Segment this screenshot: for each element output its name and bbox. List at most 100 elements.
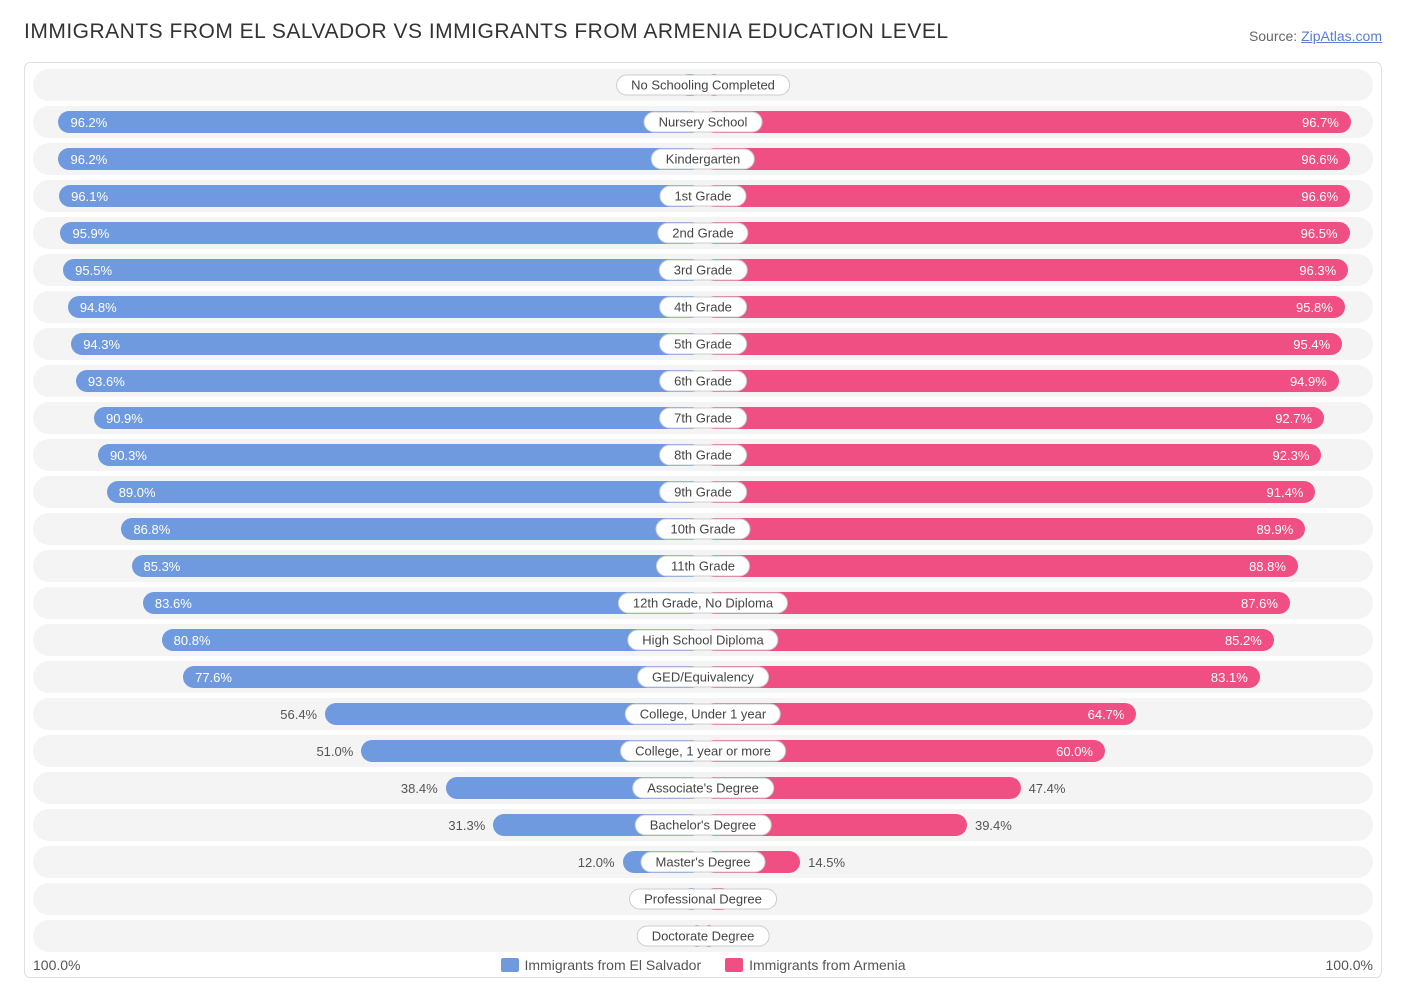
- chart-row: 95.5% 96.3% 3rd Grade: [33, 254, 1373, 286]
- bar-right: 87.6%: [703, 592, 1290, 614]
- source-link[interactable]: ZipAtlas.com: [1301, 28, 1382, 44]
- chart-row: 77.6%83.1%GED/Equivalency: [33, 661, 1373, 693]
- bar-right: 91.4%: [703, 481, 1315, 503]
- chart-row: 83.6%87.6%12th Grade, No Diploma: [33, 587, 1373, 619]
- chart-row: 3.9%3.3%No Schooling Completed: [33, 69, 1373, 101]
- axis-max-left: 100.0%: [33, 957, 80, 973]
- bar-value-right: 92.3%: [1273, 448, 1310, 463]
- bar-left: 90.3%: [98, 444, 703, 466]
- category-label: 3rd Grade: [659, 260, 748, 281]
- bar-left: 95.9%: [60, 222, 703, 244]
- bar-value-left: 93.6%: [88, 374, 125, 389]
- bar-value-left: 77.6%: [195, 670, 232, 685]
- category-label: 9th Grade: [659, 482, 747, 503]
- bar-left: 86.8%: [121, 518, 703, 540]
- bar-value-right: 96.5%: [1301, 226, 1338, 241]
- bar-value-left: 90.3%: [110, 448, 147, 463]
- chart-row: 96.2% 96.7%Nursery School: [33, 106, 1373, 138]
- bar-value-right: 88.8%: [1249, 559, 1286, 574]
- bar-left: 93.6%: [76, 370, 703, 392]
- chart-row: 89.0% 91.4% 9th Grade: [33, 476, 1373, 508]
- bar-value-right: 94.9%: [1290, 374, 1327, 389]
- legend-item-left: Immigrants from El Salvador: [501, 957, 702, 973]
- chart-row: 56.4%64.7%College, Under 1 year: [33, 698, 1373, 730]
- chart-row: 51.0%60.0%College, 1 year or more: [33, 735, 1373, 767]
- chart-row: 90.3%92.3%8th Grade: [33, 439, 1373, 471]
- category-label: College, 1 year or more: [620, 741, 786, 762]
- bar-value-right: 47.4%: [1029, 772, 1066, 804]
- bar-value-left: 94.8%: [80, 300, 117, 315]
- bar-left: 94.3%: [71, 333, 703, 355]
- chart-row: 95.9%96.5%2nd Grade: [33, 217, 1373, 249]
- category-label: 5th Grade: [659, 334, 747, 355]
- bar-value-right: 83.1%: [1211, 670, 1248, 685]
- chart-row: 90.9% 92.7% 7th Grade: [33, 402, 1373, 434]
- bar-value-left: 90.9%: [106, 411, 143, 426]
- bar-value-right: 85.2%: [1225, 633, 1262, 648]
- bar-value-right: 95.4%: [1293, 337, 1330, 352]
- bar-left: 94.8%: [68, 296, 703, 318]
- bar-right: 89.9%: [703, 518, 1305, 540]
- category-label: 12th Grade, No Diploma: [618, 593, 788, 614]
- category-label: Associate's Degree: [632, 778, 774, 799]
- category-label: 7th Grade: [659, 408, 747, 429]
- bar-left: 77.6%: [183, 666, 703, 688]
- bar-right: 96.6%: [703, 148, 1350, 170]
- bar-right: 96.7%: [703, 111, 1351, 133]
- chart-row: 1.4%1.7%Doctorate Degree: [33, 920, 1373, 952]
- bar-value-left: 51.0%: [316, 735, 353, 767]
- bar-right: 85.2%: [703, 629, 1274, 651]
- bar-value-right: 96.6%: [1301, 189, 1338, 204]
- bar-value-left: 96.2%: [70, 115, 107, 130]
- bar-left: 85.3%: [132, 555, 704, 577]
- category-label: 1st Grade: [659, 186, 746, 207]
- bar-value-left: 80.8%: [174, 633, 211, 648]
- bar-right: 83.1%: [703, 666, 1260, 688]
- bar-value-right: 91.4%: [1267, 485, 1304, 500]
- bar-left: 96.2%: [58, 148, 703, 170]
- legend-swatch-right: [725, 958, 743, 972]
- bar-right: 96.5%: [703, 222, 1350, 244]
- source-prefix: Source:: [1249, 28, 1301, 44]
- bar-value-left: 95.5%: [75, 263, 112, 278]
- chart-row: 12.0%14.5%Master's Degree: [33, 846, 1373, 878]
- category-label: 6th Grade: [659, 371, 747, 392]
- chart-legend: Immigrants from El Salvador Immigrants f…: [80, 957, 1325, 973]
- chart-row: 85.3% 88.8% 11th Grade: [33, 550, 1373, 582]
- legend-label-right: Immigrants from Armenia: [749, 957, 905, 973]
- bar-left: 90.9%: [94, 407, 703, 429]
- bar-left: 89.0%: [107, 481, 703, 503]
- chart-row: 31.3%39.4%Bachelor's Degree: [33, 809, 1373, 841]
- chart-row: 86.8%89.9%10th Grade: [33, 513, 1373, 545]
- bar-value-right: 14.5%: [808, 846, 845, 878]
- bar-value-right: 95.8%: [1296, 300, 1333, 315]
- category-label: 11th Grade: [656, 556, 750, 577]
- bar-right: 95.4%: [703, 333, 1342, 355]
- bar-value-left: 85.3%: [144, 559, 181, 574]
- legend-swatch-left: [501, 958, 519, 972]
- category-label: High School Diploma: [627, 630, 778, 651]
- bar-right: 88.8%: [703, 555, 1298, 577]
- chart-rows: 3.9%3.3%No Schooling Completed96.2%96.7%…: [33, 69, 1373, 952]
- category-label: College, Under 1 year: [625, 704, 781, 725]
- bar-value-right: 96.3%: [1299, 263, 1336, 278]
- bar-right: 95.8%: [703, 296, 1345, 318]
- chart-row: 3.5%4.5%Professional Degree: [33, 883, 1373, 915]
- category-label: Nursery School: [644, 112, 763, 133]
- category-label: Master's Degree: [641, 852, 766, 873]
- bar-right: 92.7%: [703, 407, 1324, 429]
- category-label: No Schooling Completed: [616, 75, 790, 96]
- chart-row: 93.6% 94.9% 6th Grade: [33, 365, 1373, 397]
- bar-value-left: 31.3%: [448, 809, 485, 841]
- bar-right: 96.3%: [703, 259, 1348, 281]
- bar-value-right: 92.7%: [1275, 411, 1312, 426]
- chart-row: 38.4% 47.4% Associate's Degree: [33, 772, 1373, 804]
- bar-value-left: 38.4%: [401, 772, 438, 804]
- bar-left: 96.2%: [58, 111, 703, 133]
- category-label: 4th Grade: [659, 297, 747, 318]
- bar-value-right: 96.6%: [1301, 152, 1338, 167]
- category-label: Professional Degree: [629, 889, 777, 910]
- category-label: Bachelor's Degree: [635, 815, 772, 836]
- chart-row: 80.8% 85.2% High School Diploma: [33, 624, 1373, 656]
- chart-title: IMMIGRANTS FROM EL SALVADOR VS IMMIGRANT…: [24, 20, 949, 44]
